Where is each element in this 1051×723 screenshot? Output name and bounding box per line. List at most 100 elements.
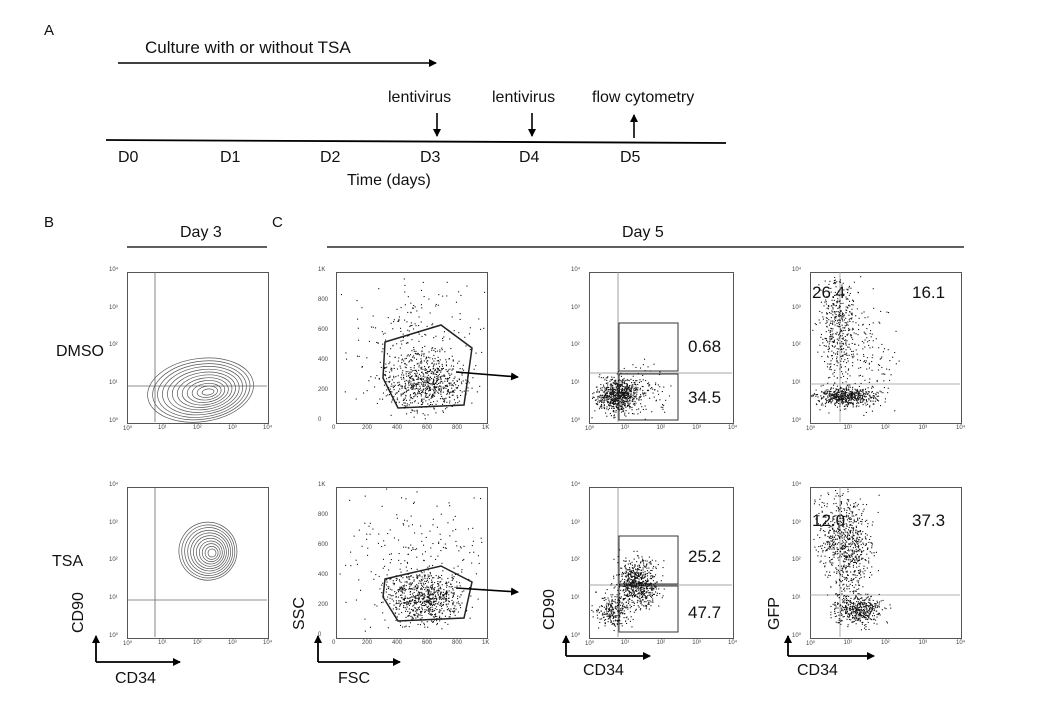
event-dot [414, 375, 416, 377]
event-dot [614, 401, 616, 403]
event-dot [639, 573, 641, 575]
event-dot [404, 304, 406, 306]
event-dot [403, 599, 405, 601]
event-dot [397, 320, 399, 322]
event-dot [444, 615, 446, 617]
event-dot [428, 377, 430, 379]
event-dot [393, 584, 395, 586]
event-dot [427, 591, 429, 593]
event-dot [421, 576, 423, 578]
event-dot [635, 586, 637, 588]
event-dot [833, 346, 835, 348]
event-dot [355, 599, 357, 601]
event-dot [850, 619, 852, 621]
event-dot [432, 577, 434, 579]
event-dot [642, 559, 644, 561]
event-dot [420, 618, 422, 620]
event-dot [437, 377, 439, 379]
event-dot [425, 386, 427, 388]
event-dot [406, 603, 408, 605]
event-dot [626, 373, 628, 375]
event-dot [872, 322, 874, 324]
event-dot [427, 371, 429, 373]
event-dot [420, 600, 422, 602]
event-dot [833, 375, 835, 377]
event-dot [600, 384, 602, 386]
event-dot [408, 578, 410, 580]
event-dot [634, 388, 636, 390]
event-dot [861, 389, 863, 391]
event-dot [831, 334, 833, 336]
event-dot [441, 365, 443, 367]
event-dot [393, 582, 395, 584]
event-dot [843, 375, 845, 377]
event-dot [441, 397, 443, 399]
tick-label: 10⁴ [571, 482, 581, 488]
event-dot [617, 611, 619, 613]
event-dot [604, 389, 606, 391]
event-dot [390, 367, 392, 369]
event-dot [602, 377, 604, 379]
event-dot [407, 296, 409, 298]
event-dot [624, 414, 626, 416]
event-dot [391, 383, 393, 385]
event-dot [847, 369, 849, 371]
event-dot [854, 343, 856, 345]
event-dot [845, 395, 847, 397]
event-dot [834, 316, 836, 318]
event-dot [607, 382, 609, 384]
event-dot [871, 333, 873, 335]
event-dot [638, 597, 640, 599]
event-dot [636, 587, 638, 589]
event-dot [398, 539, 400, 541]
event-dot [873, 397, 875, 399]
event-dot [631, 583, 633, 585]
event-dot [617, 610, 619, 612]
event-dot [653, 565, 655, 567]
event-dot [845, 388, 847, 390]
event-dot [476, 391, 478, 393]
event-dot [410, 575, 412, 577]
panel-label-c: C [272, 214, 283, 231]
event-dot [828, 377, 830, 379]
event-dot [627, 576, 629, 578]
event-dot [459, 368, 461, 370]
event-dot [403, 378, 405, 380]
event-dot [404, 595, 406, 597]
event-dot [853, 355, 855, 357]
event-dot [618, 396, 620, 398]
event-dot [867, 341, 869, 343]
event-dot [419, 614, 421, 616]
event-dot [610, 400, 612, 402]
event-dot [429, 383, 431, 385]
event-dot [595, 399, 597, 401]
event-dot [619, 400, 621, 402]
event-dot [608, 402, 610, 404]
event-dot [639, 566, 641, 568]
event-dot [394, 384, 396, 386]
event-dot [619, 379, 621, 381]
event-dot [628, 403, 630, 405]
event-dot [620, 589, 622, 591]
event-dot [425, 406, 427, 408]
event-dot [603, 611, 605, 613]
event-dot [852, 391, 854, 393]
event-dot [427, 593, 429, 595]
event-dot [653, 593, 655, 595]
panel-label-a: A [44, 22, 55, 39]
event-dot [436, 609, 438, 611]
event-dot [459, 546, 461, 548]
event-dot [882, 351, 884, 353]
event-dot [609, 613, 611, 615]
event-dot [408, 597, 410, 599]
event-dot [668, 395, 670, 397]
event-dot [404, 587, 406, 589]
event-dot [435, 606, 437, 608]
event-dot [437, 555, 439, 557]
event-dot [410, 600, 412, 602]
event-dot [644, 575, 646, 577]
event-dot [406, 606, 408, 608]
event-dot [420, 382, 422, 384]
event-dot [449, 384, 451, 386]
event-dot [408, 355, 410, 357]
